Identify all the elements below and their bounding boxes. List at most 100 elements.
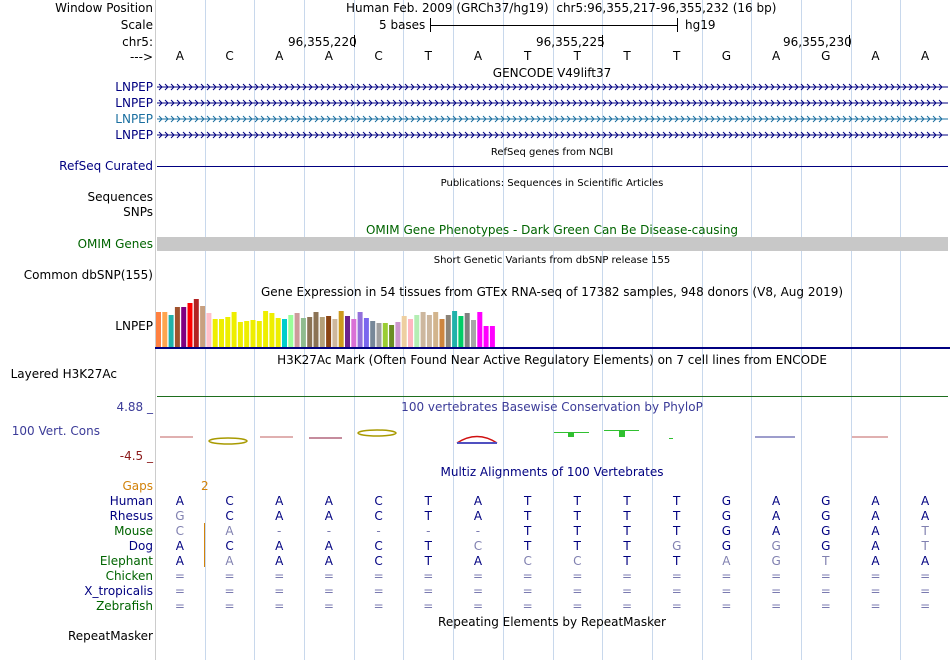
- gtex-tissue-bar[interactable]: [219, 319, 224, 347]
- gtex-tissue-bar[interactable]: [275, 318, 281, 347]
- gencode-gene-label[interactable]: LNPEP: [115, 128, 153, 142]
- dbsnp-label[interactable]: Common dbSNP(155): [23, 268, 153, 282]
- gtex-tissue-bar[interactable]: [357, 312, 363, 347]
- h3k27ac-label[interactable]: Layered H3K27Ac: [10, 367, 117, 381]
- gtex-label[interactable]: LNPEP: [115, 319, 153, 333]
- gencode-transcript-4[interactable]: [157, 128, 948, 142]
- gtex-tissue-bar[interactable]: [445, 315, 451, 347]
- gtex-tissue-bar[interactable]: [156, 312, 161, 347]
- gtex-tissue-bar[interactable]: [408, 319, 413, 347]
- gtex-tissue-bar[interactable]: [162, 312, 168, 347]
- refseq-gene-line[interactable]: [157, 166, 948, 167]
- gtex-tissue-bar[interactable]: [433, 312, 439, 347]
- gtex-tissue-bar[interactable]: [477, 312, 483, 347]
- gtex-tissue-bar[interactable]: [389, 325, 395, 347]
- gtex-tissue-bar[interactable]: [345, 316, 350, 347]
- gtex-tissue-bar[interactable]: [193, 299, 199, 347]
- alignment-base: =: [423, 599, 434, 613]
- species-label[interactable]: Chicken: [105, 569, 153, 583]
- gtex-tissue-bar[interactable]: [326, 316, 332, 347]
- gtex-tissue-bar[interactable]: [256, 321, 262, 347]
- gencode-gene-label[interactable]: LNPEP: [115, 96, 153, 110]
- gtex-tissue-bar[interactable]: [294, 313, 300, 347]
- species-label[interactable]: Zebrafish: [96, 599, 153, 613]
- species-label[interactable]: Mouse: [114, 524, 153, 538]
- gtex-tissue-bar[interactable]: [471, 320, 476, 347]
- gtex-tissue-bar[interactable]: [382, 323, 388, 347]
- gtex-tissue-bar[interactable]: [288, 315, 294, 347]
- gtex-tissue-bar[interactable]: [420, 312, 426, 347]
- phylop-signal[interactable]: [155, 425, 950, 450]
- gtex-tissue-bar[interactable]: [464, 313, 470, 347]
- gtex-tissue-bar[interactable]: [187, 303, 193, 347]
- omim-label[interactable]: OMIM Genes: [77, 237, 153, 251]
- gtex-tissue-bar[interactable]: [168, 315, 174, 347]
- gtex-tissue-bar[interactable]: [363, 318, 369, 347]
- gtex-tissue-bar[interactable]: [206, 313, 212, 347]
- strand-chevron: [746, 83, 751, 91]
- gtex-tissue-bar[interactable]: [414, 315, 420, 347]
- species-label[interactable]: Elephant: [99, 554, 153, 568]
- gtex-tissue-bar[interactable]: [282, 319, 287, 347]
- publications-sequences-label[interactable]: Sequences: [87, 190, 153, 204]
- phylop-label[interactable]: 100 Vert. Cons: [11, 424, 100, 438]
- gencode-transcript-3[interactable]: [157, 112, 948, 126]
- gencode-transcript-2[interactable]: [157, 96, 948, 110]
- gtex-tissue-bar[interactable]: [452, 311, 458, 347]
- strand-chevron: [266, 83, 271, 91]
- gtex-tissue-bar[interactable]: [181, 307, 187, 347]
- species-label[interactable]: Human: [109, 494, 153, 508]
- gtex-tissue-bar[interactable]: [212, 319, 218, 347]
- gtex-tissue-bar[interactable]: [174, 307, 180, 347]
- gencode-gene-label[interactable]: LNPEP: [115, 80, 153, 94]
- gtex-tissue-bar[interactable]: [439, 319, 445, 347]
- gtex-tissue-bar[interactable]: [319, 317, 325, 347]
- gtex-tissue-bar[interactable]: [200, 306, 206, 347]
- repeatmasker-label[interactable]: RepeatMasker: [67, 629, 153, 643]
- gtex-tissue-bar[interactable]: [307, 317, 313, 347]
- gtex-tissue-bar[interactable]: [338, 311, 344, 347]
- gtex-tissue-bar[interactable]: [269, 313, 275, 347]
- strand-chevron: [608, 115, 613, 123]
- gtex-tissue-bar[interactable]: [395, 322, 401, 347]
- gtex-tissue-bar[interactable]: [237, 322, 243, 347]
- publications-snps-label[interactable]: SNPs: [123, 205, 153, 219]
- strand-chevron: [248, 99, 253, 107]
- species-label[interactable]: Dog: [128, 539, 153, 553]
- gtex-tissue-bar[interactable]: [263, 311, 269, 347]
- gtex-tissue-bar[interactable]: [250, 320, 256, 347]
- omim-gene-bar[interactable]: [157, 237, 948, 251]
- strand-chevron: [908, 131, 913, 139]
- strand-chevron: [260, 99, 265, 107]
- gencode-gene-label[interactable]: LNPEP: [115, 112, 153, 126]
- gtex-tissue-bar[interactable]: [225, 317, 231, 347]
- gtex-tissue-bar[interactable]: [313, 312, 319, 347]
- gtex-tissue-bar[interactable]: [489, 326, 495, 347]
- gtex-tissue-bar[interactable]: [244, 321, 250, 347]
- strand-chevron: [686, 131, 691, 139]
- gtex-tissue-bar[interactable]: [401, 316, 407, 347]
- gencode-transcript-1[interactable]: [157, 80, 948, 94]
- gtex-tissue-bar[interactable]: [300, 318, 306, 347]
- strand-chevron: [434, 99, 439, 107]
- species-label[interactable]: Rhesus: [109, 509, 153, 523]
- gtex-tissue-bar[interactable]: [332, 319, 338, 347]
- species-label[interactable]: X_tropicalis: [84, 584, 153, 598]
- gtex-tissue-bar[interactable]: [426, 315, 432, 347]
- phylop-min-label: -4.5 _: [119, 449, 153, 463]
- gtex-bar-chart[interactable]: [155, 299, 950, 349]
- gtex-tissue-bar[interactable]: [231, 312, 237, 347]
- strand-chevron: [548, 83, 553, 91]
- gtex-tissue-bar[interactable]: [458, 316, 464, 347]
- refseq-label[interactable]: RefSeq Curated: [59, 159, 153, 173]
- gtex-tissue-bar[interactable]: [376, 323, 382, 347]
- alignment-base: A: [275, 539, 284, 553]
- alignment-base: =: [920, 569, 931, 583]
- gtex-tissue-bar[interactable]: [370, 321, 376, 347]
- gtex-tissue-bar[interactable]: [351, 319, 357, 347]
- strand-chevron: [938, 83, 943, 91]
- gaps-label[interactable]: Gaps: [122, 479, 153, 493]
- h3k27ac-signal-line[interactable]: [157, 396, 948, 397]
- gtex-tissue-bar[interactable]: [483, 326, 489, 347]
